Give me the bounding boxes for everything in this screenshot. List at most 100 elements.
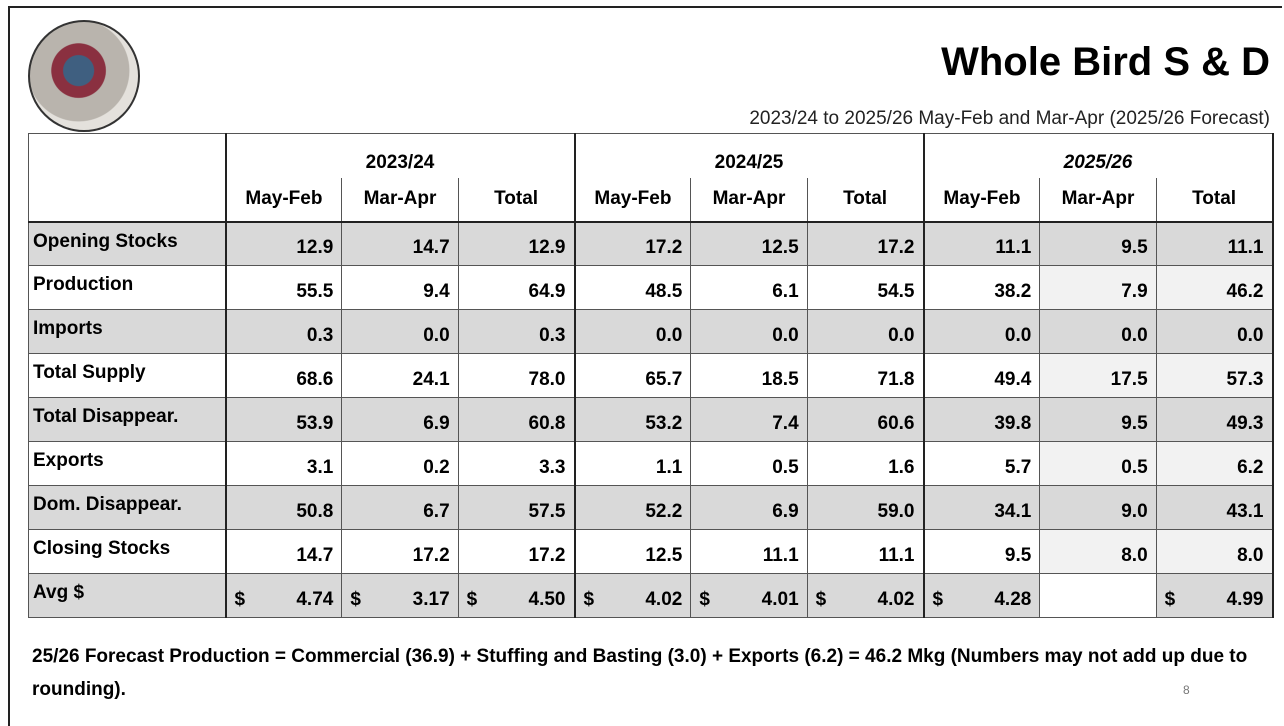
- data-row: Total Disappear.53.96.960.853.27.460.639…: [29, 398, 1273, 442]
- page-number: 8: [1183, 683, 1190, 697]
- cell: 46.2: [1156, 266, 1272, 310]
- currency-symbol: $: [933, 589, 944, 611]
- cell: $4.02: [807, 574, 923, 618]
- cell: 49.4: [924, 354, 1040, 398]
- group-header: 2023/24: [226, 134, 575, 178]
- cell: 11.1: [807, 530, 923, 574]
- cell: 12.9: [226, 222, 342, 266]
- column-header: Mar-Apr: [691, 178, 807, 222]
- row-label: Imports: [29, 310, 226, 354]
- slide: Whole Bird S & D 2023/24 to 2025/26 May-…: [0, 0, 1284, 719]
- cell: 18.5: [691, 354, 807, 398]
- row-label: Total Supply: [29, 354, 226, 398]
- cell: 49.3: [1156, 398, 1272, 442]
- cell-value: 4.50: [529, 589, 566, 611]
- column-header: May-Feb: [575, 178, 691, 222]
- cell: 43.1: [1156, 486, 1272, 530]
- cell: 9.5: [1040, 398, 1156, 442]
- cell: $4.02: [575, 574, 691, 618]
- cell: 68.6: [226, 354, 342, 398]
- cell: 8.0: [1156, 530, 1272, 574]
- cell: 24.1: [342, 354, 458, 398]
- cell: 54.5: [807, 266, 923, 310]
- currency-symbol: $: [467, 589, 478, 611]
- cell: 52.2: [575, 486, 691, 530]
- cell: 55.5: [226, 266, 342, 310]
- currency-symbol: $: [816, 589, 827, 611]
- cell: $3.17: [342, 574, 458, 618]
- data-row: Avg $$4.74$3.17$4.50$4.02$4.01$4.02$4.28…: [29, 574, 1273, 618]
- cell: 17.2: [458, 530, 574, 574]
- cell: 14.7: [342, 222, 458, 266]
- cell: 17.2: [575, 222, 691, 266]
- column-header: Total: [1156, 178, 1272, 222]
- cell: 8.0: [1040, 530, 1156, 574]
- cell: 78.0: [458, 354, 574, 398]
- cell-value: 4.02: [645, 589, 682, 611]
- cell: $4.99: [1156, 574, 1272, 618]
- cell: 9.5: [924, 530, 1040, 574]
- cell: 0.2: [342, 442, 458, 486]
- cell: 0.5: [1040, 442, 1156, 486]
- group-row: 2023/242024/252025/26: [29, 134, 1273, 178]
- cell: 9.0: [1040, 486, 1156, 530]
- row-label: Dom. Disappear.: [29, 486, 226, 530]
- currency: $4.74: [235, 589, 334, 611]
- subtitle: 2023/24 to 2025/26 May-Feb and Mar-Apr (…: [749, 108, 1270, 130]
- currency-symbol: $: [1165, 589, 1176, 611]
- cell: 17.2: [807, 222, 923, 266]
- cell: 0.0: [924, 310, 1040, 354]
- cell: $4.50: [458, 574, 574, 618]
- cell: 6.2: [1156, 442, 1272, 486]
- row-label: Exports: [29, 442, 226, 486]
- column-header: Mar-Apr: [342, 178, 458, 222]
- cell: 60.6: [807, 398, 923, 442]
- cell: 3.3: [458, 442, 574, 486]
- cell: 64.9: [458, 266, 574, 310]
- cell: 0.0: [342, 310, 458, 354]
- cell: 14.7: [226, 530, 342, 574]
- cell: 38.2: [924, 266, 1040, 310]
- cell: 3.1: [226, 442, 342, 486]
- cell: 11.1: [691, 530, 807, 574]
- cell: 53.2: [575, 398, 691, 442]
- currency-symbol: $: [584, 589, 595, 611]
- row-label: Production: [29, 266, 226, 310]
- cell: 0.5: [691, 442, 807, 486]
- column-header: May-Feb: [924, 178, 1040, 222]
- cell: 0.3: [226, 310, 342, 354]
- cell: 9.4: [342, 266, 458, 310]
- cell: 65.7: [575, 354, 691, 398]
- group-header: 2025/26: [924, 134, 1273, 178]
- cell: 0.0: [1040, 310, 1156, 354]
- cell: 12.5: [691, 222, 807, 266]
- currency: $4.02: [584, 589, 683, 611]
- currency: $4.28: [933, 589, 1032, 611]
- cell-value: 4.01: [762, 589, 799, 611]
- column-header: May-Feb: [226, 178, 342, 222]
- row-label: Total Disappear.: [29, 398, 226, 442]
- row-label: Closing Stocks: [29, 530, 226, 574]
- cell: 5.7: [924, 442, 1040, 486]
- cell: 6.9: [691, 486, 807, 530]
- cell: 0.3: [458, 310, 574, 354]
- cell: 0.0: [1156, 310, 1272, 354]
- cell-value: 3.17: [413, 589, 450, 611]
- cell: 9.5: [1040, 222, 1156, 266]
- cell: 11.1: [1156, 222, 1272, 266]
- cell: 12.9: [458, 222, 574, 266]
- logo: [28, 20, 140, 132]
- cell: 17.5: [1040, 354, 1156, 398]
- cell: 12.5: [575, 530, 691, 574]
- cell: 7.4: [691, 398, 807, 442]
- cell-value: 4.99: [1227, 589, 1264, 611]
- cell: 57.3: [1156, 354, 1272, 398]
- cell: 50.8: [226, 486, 342, 530]
- currency: $4.02: [816, 589, 915, 611]
- cell: 39.8: [924, 398, 1040, 442]
